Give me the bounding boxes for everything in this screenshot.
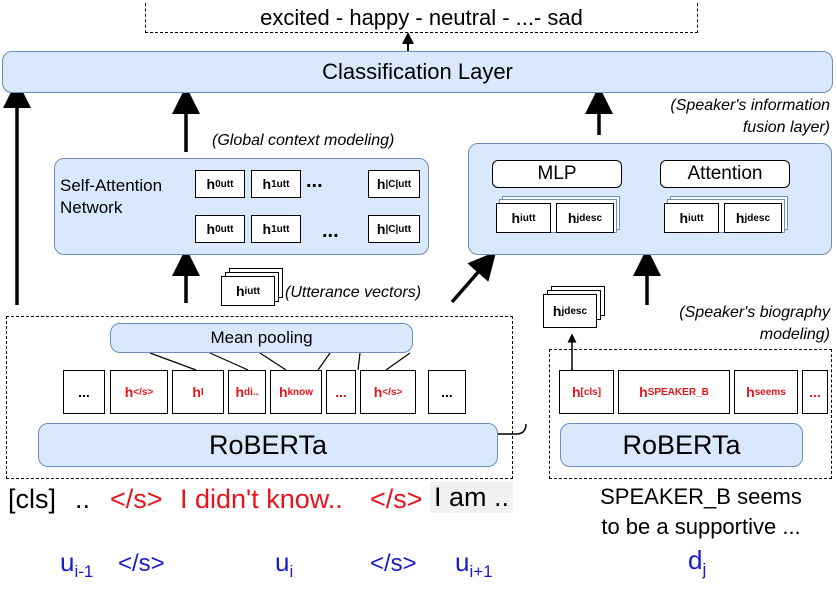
desc-hidden-ellipsis: ... <box>802 370 828 414</box>
classification-layer-label: Classification Layer <box>322 59 513 85</box>
desc-hidden-seems: h seems <box>734 370 798 414</box>
token-hidden-0: ... <box>63 370 105 414</box>
utterance-vectors-label: (Utterance vectors) <box>285 284 421 302</box>
input-token-sep1: </s> <box>110 484 163 515</box>
mlp-label: MLP <box>537 163 576 185</box>
h0-utt-bottom: h 0 utt <box>195 215 245 243</box>
self-attention-label-1: Self-Attention <box>60 175 162 197</box>
utterance-vector-hi: h i utt <box>221 276 275 306</box>
h0-utt-top: h 0 utt <box>195 170 245 198</box>
emotion-output-label: excited - happy - neutral - ...- sad <box>260 5 583 31</box>
attn-hi-utt: h i utt <box>664 203 719 233</box>
emotion-output-box: excited - happy - neutral - ...- sad <box>145 3 698 33</box>
mlp-hi-utt: h i utt <box>496 203 551 233</box>
token-hidden-5: ... <box>326 370 356 414</box>
segment-u-next: ui+1 <box>455 547 493 582</box>
h1-utt-bottom: h 1 utt <box>251 215 301 243</box>
description-text-line2: to be a supportive ... <box>570 512 832 542</box>
token-hidden-7: ... <box>428 370 466 414</box>
mean-pooling-label: Mean pooling <box>210 328 312 348</box>
description-vector-hj: h j desc <box>543 294 597 328</box>
attn-hj-desc: h j desc <box>724 203 782 233</box>
global-context-label: (Global context modeling) <box>212 132 394 150</box>
biography-label: (Speaker's biography modeling) <box>600 302 830 346</box>
classification-layer: Classification Layer <box>2 51 833 93</box>
input-token-prev: .. <box>75 484 90 515</box>
segment-sep-b: </s> <box>370 550 417 578</box>
description-text-line1: SPEAKER_B seems <box>570 482 832 512</box>
token-hidden-1: h </s> <box>110 370 168 414</box>
description-d-j: dj <box>688 545 706 580</box>
input-token-cls: [cls] <box>8 484 56 515</box>
roberta-description: RoBERTa <box>560 423 803 467</box>
hC-utt-bottom: h |C| utt <box>368 215 420 243</box>
speaker-fusion-label-1: (Speaker's information <box>560 95 830 117</box>
biography-label-2: modeling) <box>600 324 830 346</box>
mean-pooling: Mean pooling <box>110 323 413 353</box>
mlp-hj-desc: h j desc <box>556 203 614 233</box>
ellipsis-top: ... <box>306 170 323 193</box>
description-text: SPEAKER_B seems to be a supportive ... <box>570 482 832 542</box>
input-token-sep2: </s> <box>370 484 423 515</box>
h1-utt-top: h 1 utt <box>251 170 301 198</box>
desc-hidden-speaker: h SPEAKER_B <box>618 370 730 414</box>
biography-label-1: (Speaker's biography <box>600 302 830 324</box>
segment-sep-a: </s> <box>118 550 165 578</box>
segment-u-i: ui <box>275 547 293 582</box>
roberta-description-label: RoBERTa <box>622 430 740 461</box>
token-hidden-3: h di.. <box>228 370 266 414</box>
token-hidden-6: h </s> <box>360 370 416 414</box>
mlp-box: MLP <box>492 160 622 188</box>
segment-u-prev: ui-1 <box>60 547 93 582</box>
utterance-to-fusion-arrow <box>452 262 487 302</box>
ellipsis-bottom: ... <box>322 220 339 243</box>
hC-utt-top: h |C| utt <box>368 170 420 198</box>
input-token-utterance: I didn't know.. <box>180 484 343 515</box>
attention-box: Attention <box>660 160 790 188</box>
speaker-fusion-label: (Speaker's information fusion layer) <box>560 95 830 139</box>
desc-hidden-cls: h [cls] <box>559 370 614 414</box>
roberta-utterance: RoBERTa <box>38 423 498 467</box>
self-attention-label-2: Network <box>60 197 162 219</box>
token-hidden-4: h know <box>270 370 322 414</box>
attention-label: Attention <box>688 163 763 185</box>
self-attention-label: Self-Attention Network <box>60 175 162 219</box>
speaker-fusion-label-2: fusion layer) <box>560 117 830 139</box>
roberta-utterance-label: RoBERTa <box>209 430 327 461</box>
input-token-next: I am .. <box>430 482 513 513</box>
